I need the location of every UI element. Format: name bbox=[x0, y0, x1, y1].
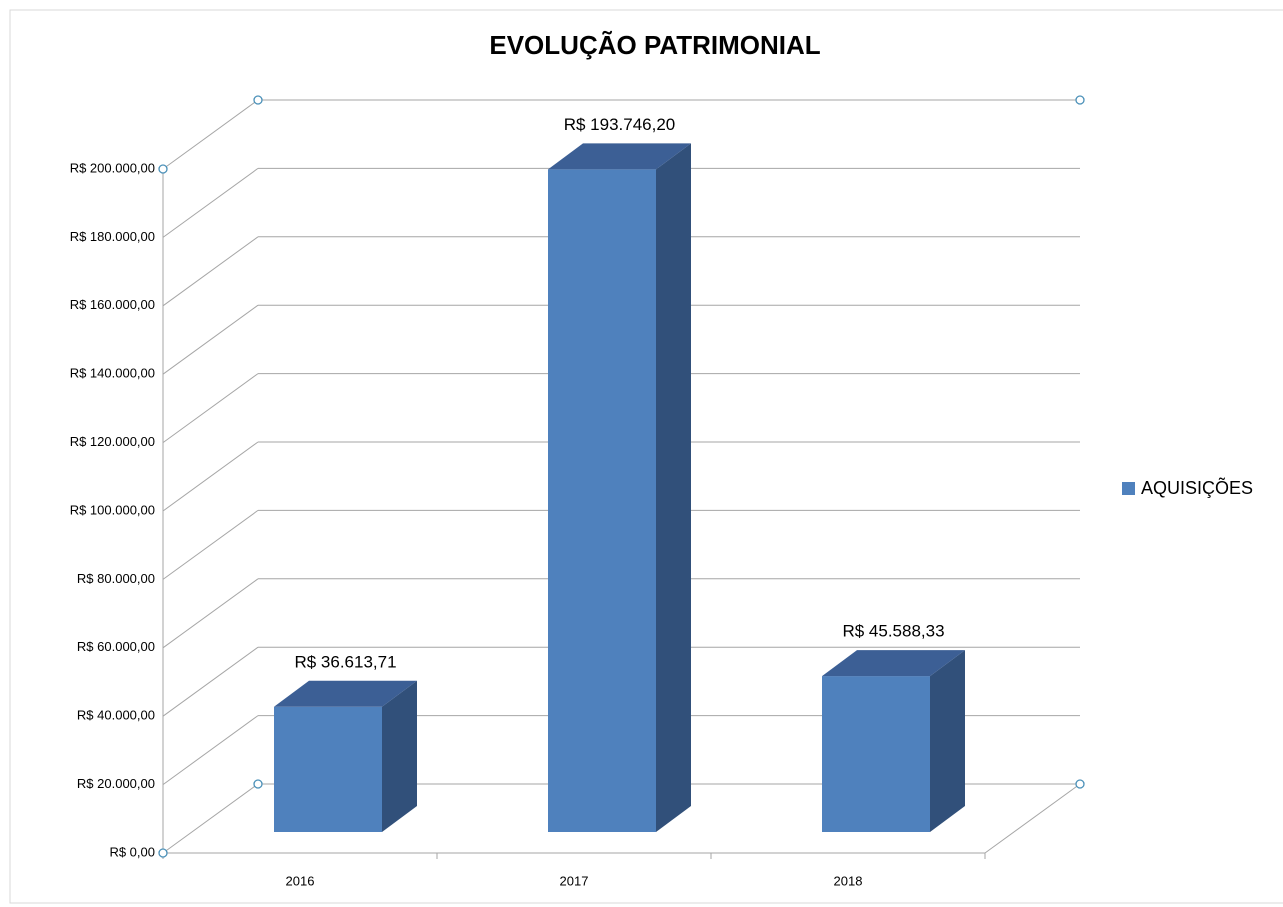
handle bbox=[1075, 779, 1085, 789]
floor-edge bbox=[984, 783, 1081, 854]
grid-line bbox=[162, 236, 259, 307]
handle bbox=[158, 848, 168, 858]
bar-side bbox=[930, 650, 965, 832]
y-tick-label: R$ 200.000,00 bbox=[70, 160, 155, 175]
grid-line bbox=[162, 715, 259, 786]
bar-top bbox=[274, 680, 417, 707]
y-tick-label: R$ 40.000,00 bbox=[77, 708, 155, 723]
y-tick-label: R$ 80.000,00 bbox=[77, 571, 155, 586]
legend-swatch bbox=[1122, 482, 1135, 495]
grid-line bbox=[162, 304, 259, 375]
chart-title: EVOLUÇÃO PATRIMONIAL bbox=[489, 30, 820, 60]
legend-label: AQUISIÇÕES bbox=[1141, 477, 1253, 498]
y-tick-label: R$ 0,00 bbox=[109, 844, 155, 859]
y-tick-label: R$ 100.000,00 bbox=[70, 502, 155, 517]
bar-top bbox=[548, 143, 691, 170]
data-label: R$ 36.613,71 bbox=[294, 652, 396, 671]
handle bbox=[253, 95, 263, 105]
x-tick-label: 2018 bbox=[834, 873, 863, 888]
grid-line bbox=[162, 646, 259, 717]
grid-line bbox=[162, 509, 259, 580]
y-tick-label: R$ 160.000,00 bbox=[70, 297, 155, 312]
handle bbox=[253, 779, 263, 789]
y-tick-label: R$ 20.000,00 bbox=[77, 776, 155, 791]
bar-side bbox=[382, 680, 417, 832]
bar-top bbox=[822, 650, 965, 677]
grid-line bbox=[162, 373, 259, 444]
handle bbox=[1075, 95, 1085, 105]
x-tick-label: 2017 bbox=[560, 873, 589, 888]
bar-side bbox=[656, 143, 691, 832]
grid-line bbox=[162, 783, 259, 854]
grid-line bbox=[162, 99, 259, 170]
bar-front bbox=[822, 676, 930, 832]
data-label: R$ 45.588,33 bbox=[842, 622, 944, 641]
y-tick-label: R$ 120.000,00 bbox=[70, 434, 155, 449]
bar-front bbox=[274, 706, 382, 832]
grid-line bbox=[162, 167, 259, 238]
handle bbox=[158, 164, 168, 174]
grid-line bbox=[162, 441, 259, 512]
x-tick-label: 2016 bbox=[286, 873, 315, 888]
data-label: R$ 193.746,20 bbox=[564, 115, 676, 134]
y-tick-label: R$ 140.000,00 bbox=[70, 366, 155, 381]
y-tick-label: R$ 60.000,00 bbox=[77, 639, 155, 654]
y-tick-label: R$ 180.000,00 bbox=[70, 229, 155, 244]
chart-border bbox=[9, 9, 1283, 904]
grid-line bbox=[162, 578, 259, 649]
bar-front bbox=[548, 169, 656, 832]
